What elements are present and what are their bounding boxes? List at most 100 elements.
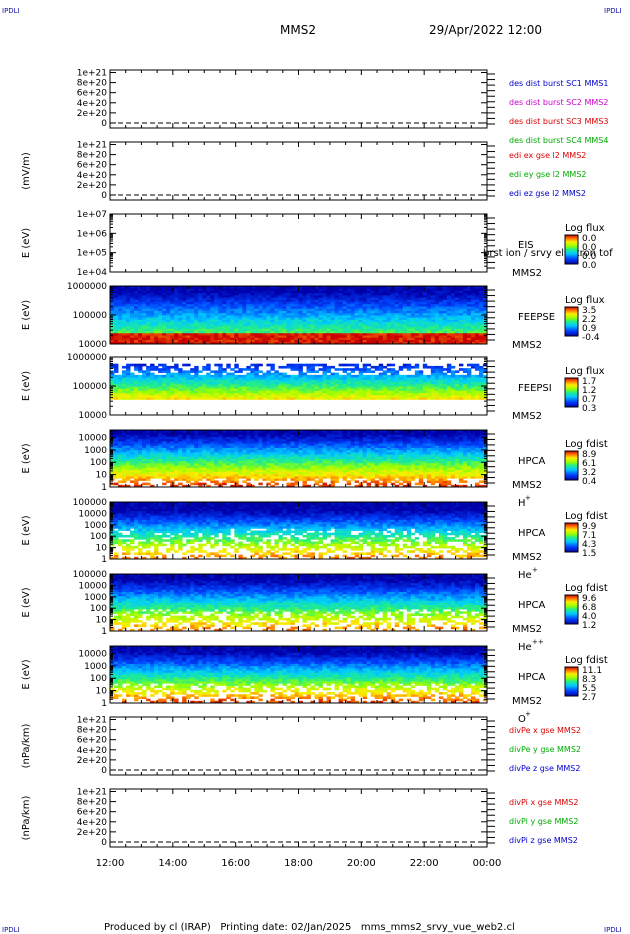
spectrogram-cell [254,288,259,291]
spectrogram-cell [330,319,335,323]
spectrogram-cell [402,301,408,305]
spectrogram-cell [434,301,440,305]
spectrogram-cell [354,319,360,323]
spectrogram-cell [174,303,179,307]
spectrogram-cell [218,332,223,336]
spectrogram-cell [218,299,223,303]
spectrogram-cell [314,339,319,343]
spectrogram-cell [318,310,323,314]
spectrogram-cell [166,299,171,303]
y-tick-label: 0 [101,119,107,129]
spectrogram-cell [346,306,352,309]
spectrogram-cell [374,303,380,307]
spectrogram-cell [270,315,275,318]
spectrogram-cell [134,330,139,334]
spectrogram-cell [350,286,356,289]
spectrogram-cell [338,294,344,298]
spectrogram-cell [214,297,219,300]
spectrogram-cell [306,341,311,345]
spectrogram-cell [118,317,123,320]
spectrogram-cell [238,306,243,309]
spectrogram-cell [322,323,327,327]
spectrogram-cell [310,335,315,338]
y-tick-label: 100000 [73,382,108,392]
spectrogram-cell [138,323,143,327]
spectrogram-cell [274,330,279,334]
spectrogram-cell [350,368,356,371]
spectrogram-cell [250,317,255,320]
spectrogram-cell [462,368,468,371]
spectrogram-cell [354,312,360,316]
spectrogram-cell [190,301,195,305]
spectrogram-cell [262,330,267,334]
spectrogram-cell [142,330,147,334]
legend-entry: edi ex gse l2 MMS2 [509,151,586,160]
spectrogram-cell [222,332,227,336]
spectrogram-cell [314,299,319,303]
spectrogram-cell [238,374,243,378]
spectrogram-cell [218,292,223,296]
spectrogram-cell [242,297,247,300]
spectrogram-cell [178,301,183,305]
spectrogram-cell [170,297,175,300]
spectrogram-cell [370,303,376,307]
spectrogram-cell [374,308,380,311]
spectrogram-cell [114,294,119,298]
spectrogram-cell [122,332,127,336]
spectrogram-cell [226,323,231,327]
spectrogram-cell [250,303,255,307]
spectrogram-cell [202,301,207,305]
spectrogram-cell [298,315,303,318]
y-tick-label: 8e+20 [77,151,108,161]
spectrogram-cell [254,299,259,303]
spectrogram-cell [370,301,376,305]
spectrogram-cell [294,323,299,327]
spectrogram-cell [190,332,195,336]
spectrogram-cell [258,297,263,300]
spectrogram-cell [282,312,287,316]
spectrogram-cell [310,328,315,332]
spectrogram-cell [330,317,335,320]
spectrogram-cell [278,341,283,345]
spectrogram-cell [186,323,191,327]
spectrogram-cell [170,337,175,340]
spectrogram-cell [170,301,175,305]
spectrogram-cell [314,312,319,316]
spectrogram-cell [170,365,175,369]
spectrogram-cell [318,290,323,294]
spectrogram-cell [306,323,311,327]
spectrogram-cell [358,335,364,338]
spectrogram-cell [402,330,408,334]
spectrogram-cell [150,303,155,307]
spectrogram-cell [258,339,263,343]
spectrogram-cell [110,301,115,305]
spectrogram-cell [350,299,356,303]
spectrogram-cell [270,297,275,300]
spectrogram-cell [318,297,323,300]
spectrogram-cell [398,374,404,378]
spectrogram-cell [250,335,255,338]
spectrogram-cell [322,319,327,323]
spectrogram-cell [318,317,323,320]
spectrogram-cell [258,374,263,378]
spectrogram-cell [334,321,340,325]
spectrogram-cell [338,341,344,345]
spectrogram-cell [282,330,287,334]
colorbar [564,377,579,408]
spectrogram-cell [242,337,247,340]
spectrogram-cell [150,317,155,320]
spectrogram-cell [186,328,191,332]
spectrogram-cell [186,299,191,303]
spectrogram-cell [246,326,251,329]
spectrogram-cell [122,335,127,338]
spectrogram-cell [266,294,271,298]
spectrogram-cell [230,315,235,318]
spectrogram-cell [414,301,420,305]
spectrogram-cell [218,290,223,294]
spectrogram-cell [202,365,207,369]
spectrogram-cell [218,317,223,320]
y-tick-label: 8e+20 [77,79,108,89]
spectrogram-cell [130,306,135,309]
spectrogram-cell [242,312,247,316]
spectrogram-cell [110,326,115,329]
